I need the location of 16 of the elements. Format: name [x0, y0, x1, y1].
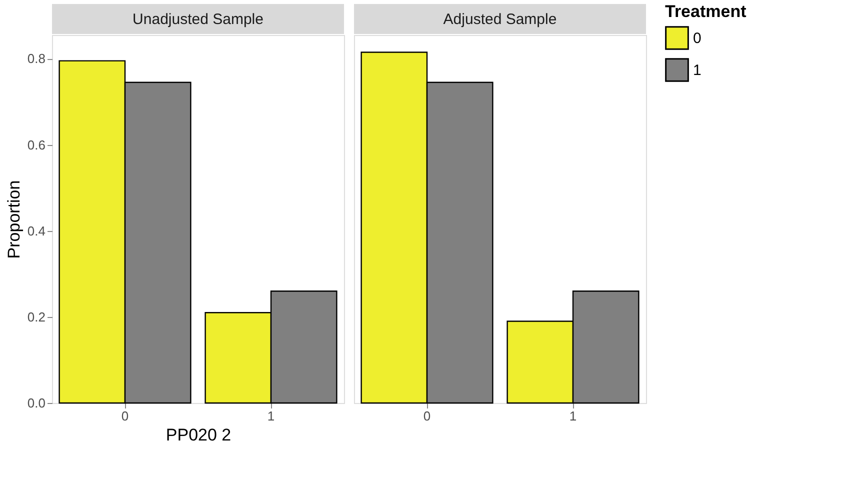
y-tick-label: 0.8 — [27, 51, 46, 66]
x-tick-label: 1 — [267, 408, 275, 424]
legend-label: 0 — [693, 30, 702, 47]
x-tick-label: 1 — [569, 408, 577, 424]
x-tick-label: 0 — [423, 408, 431, 424]
legend-label: 1 — [693, 62, 702, 79]
y-tick-label: 0.2 — [27, 309, 46, 324]
y-tick-label: 0.0 — [27, 396, 46, 410]
x-tick-label: 0 — [121, 408, 129, 424]
x-axis-title: PP020 2 — [166, 426, 232, 444]
legend-title: Treatment — [665, 2, 747, 21]
y-tick-label: 0.4 — [27, 223, 46, 238]
y-tick-label: 0.6 — [27, 137, 46, 152]
y-axis-title: Proportion — [4, 180, 24, 259]
chart-title: Unadjusted Sample — [132, 11, 264, 28]
chart-title: Adjusted Sample — [443, 11, 557, 28]
